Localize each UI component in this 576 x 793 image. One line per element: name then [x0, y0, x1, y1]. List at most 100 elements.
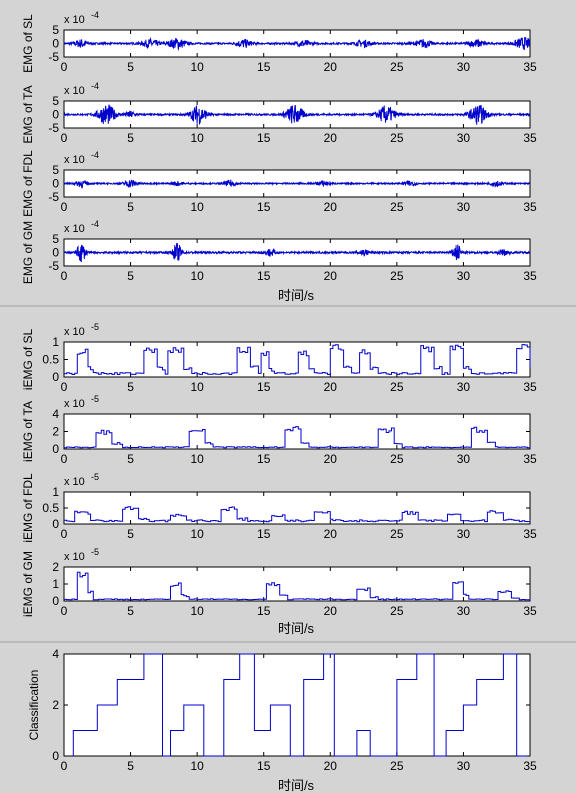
xtick-label: 10	[190, 200, 204, 214]
xtick-label: 15	[257, 380, 271, 394]
xtick-label: 0	[61, 200, 68, 214]
xtick-label: 15	[257, 131, 271, 145]
exponent-power: -4	[91, 10, 99, 20]
series-line	[63, 179, 531, 190]
axes-box	[63, 413, 531, 450]
ytick-label: 1	[52, 335, 59, 349]
series-line	[64, 571, 531, 601]
ytick-label: 5	[52, 232, 59, 246]
xtick-label: 10	[190, 759, 204, 773]
xtick-label: 20	[324, 527, 338, 541]
xlabel-raw: 时间/s	[278, 288, 315, 303]
xtick-label: 10	[190, 452, 204, 466]
ytick-label: 4	[52, 407, 59, 421]
series-line	[72, 653, 528, 757]
xtick-label: 30	[457, 60, 471, 74]
exponent-label: x 10	[64, 154, 85, 166]
exponent-label: x 10	[64, 223, 85, 235]
xtick-label: 0	[61, 269, 68, 283]
series-line	[63, 242, 531, 263]
ytick-label: 2	[52, 698, 59, 712]
axes-box	[63, 653, 531, 757]
xtick-label: 35	[523, 131, 537, 145]
xtick-label: 30	[457, 131, 471, 145]
ylabel: iEMG of SL	[21, 329, 35, 391]
xtick-label: 20	[324, 131, 338, 145]
xtick-label: 5	[127, 604, 134, 618]
xtick-label: 0	[61, 452, 68, 466]
xtick-label: 5	[127, 200, 134, 214]
exponent-power: -5	[91, 472, 99, 482]
ytick-label: 1	[52, 485, 59, 499]
series-line	[63, 36, 531, 51]
xtick-label: 0	[61, 759, 68, 773]
xtick-label: 25	[390, 131, 404, 145]
xtick-label: 30	[457, 452, 471, 466]
xtick-label: 0	[61, 60, 68, 74]
exponent-label: x 10	[64, 398, 85, 410]
ylabel: Classification	[27, 670, 41, 741]
axes-box	[63, 341, 531, 378]
ytick-label: 2	[52, 560, 59, 574]
xtick-label: 10	[190, 604, 204, 618]
xtick-label: 15	[257, 200, 271, 214]
ytick-label: 5	[52, 163, 59, 177]
ytick-label: 4	[52, 647, 59, 661]
ytick-label: 0.5	[42, 501, 59, 515]
xtick-label: 25	[390, 604, 404, 618]
exponent-power: -4	[91, 81, 99, 91]
ylabel: iEMG of GM	[21, 551, 35, 617]
xtick-label: 5	[127, 527, 134, 541]
exponent-label: x 10	[64, 326, 85, 338]
ytick-label: 5	[52, 23, 59, 37]
exponent-power: -5	[91, 394, 99, 404]
xtick-label: 5	[127, 269, 134, 283]
xtick-label: 10	[190, 269, 204, 283]
xtick-label: 0	[61, 527, 68, 541]
xlabel-class: 时间/s	[278, 778, 315, 793]
xtick-label: 35	[523, 200, 537, 214]
ytick-label: -5	[48, 50, 59, 64]
xtick-label: 35	[523, 380, 537, 394]
panel-separators	[0, 305, 576, 643]
ytick-label: 0	[52, 442, 59, 456]
ytick-label: 1	[52, 577, 59, 591]
xtick-label: 15	[257, 527, 271, 541]
xtick-label: 15	[257, 60, 271, 74]
xtick-label: 30	[457, 380, 471, 394]
ylabel: EMG of GM	[21, 221, 35, 284]
xtick-label: 10	[190, 527, 204, 541]
exponent-power: -4	[91, 150, 99, 160]
xtick-label: 35	[523, 60, 537, 74]
xtick-label: 5	[127, 131, 134, 145]
xtick-label: 10	[190, 131, 204, 145]
exponent-label: x 10	[64, 476, 85, 488]
xtick-label: 35	[523, 269, 537, 283]
exponent-label: x 10	[64, 85, 85, 97]
xtick-label: 20	[324, 604, 338, 618]
xtick-label: 35	[523, 759, 537, 773]
xtick-label: 15	[257, 604, 271, 618]
xtick-label: 5	[127, 452, 134, 466]
ytick-label: 0	[52, 37, 59, 51]
xtick-label: 35	[523, 527, 537, 541]
xtick-label: 25	[390, 759, 404, 773]
xtick-label: 20	[324, 200, 338, 214]
xtick-label: 0	[61, 604, 68, 618]
exponent-power: -5	[91, 322, 99, 332]
ytick-label: 0	[52, 177, 59, 191]
series-line	[63, 104, 531, 125]
ytick-label: -5	[48, 190, 59, 204]
xtick-label: 20	[324, 759, 338, 773]
xtick-label: 0	[61, 380, 68, 394]
ytick-label: -5	[48, 121, 59, 135]
xtick-label: 20	[324, 452, 338, 466]
ylabel: iEMG of FDL	[21, 473, 35, 543]
xtick-label: 25	[390, 380, 404, 394]
xtick-label: 30	[457, 200, 471, 214]
